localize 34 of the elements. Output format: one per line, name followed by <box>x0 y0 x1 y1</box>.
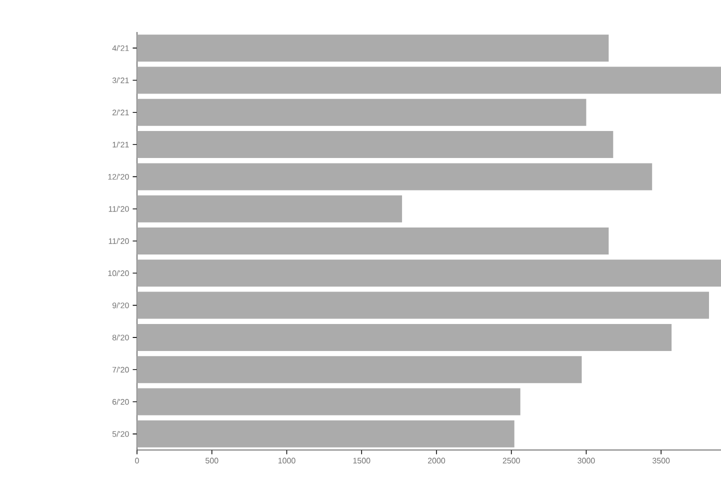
bar <box>137 34 609 62</box>
bar <box>137 195 402 222</box>
bar <box>137 163 652 190</box>
bar <box>137 356 582 384</box>
bar <box>137 420 514 448</box>
bar <box>137 131 614 158</box>
y-tick-label: 9/'20 <box>112 302 129 308</box>
bar <box>137 98 586 126</box>
x-tick-label: 1500 <box>353 458 370 464</box>
bar <box>137 292 710 319</box>
y-tick-label: 12/'20 <box>108 174 129 180</box>
bar <box>137 324 672 351</box>
bar <box>137 66 721 94</box>
x-tick-label: 2500 <box>502 458 520 464</box>
y-tick-label: 11/'20 <box>108 206 129 212</box>
y-tick-label: 2/'21 <box>112 109 129 116</box>
y-tick-label: 3/'21 <box>112 77 129 84</box>
bar <box>137 260 721 287</box>
x-tick-label: 1000 <box>278 458 296 464</box>
y-tick-label: 11/'20 <box>108 238 129 244</box>
x-tick-label: 3000 <box>578 458 595 464</box>
x-tick-label: 2000 <box>428 458 446 464</box>
y-tick-label: 4/'21 <box>112 45 129 52</box>
y-tick-label: 7/'20 <box>112 366 129 373</box>
x-tick-label: 3500 <box>652 458 670 464</box>
y-tick-label: 1/'21 <box>112 142 129 148</box>
bar <box>137 388 520 416</box>
y-tick-label: 5/'20 <box>112 430 129 437</box>
x-tick-label: 0 <box>135 458 139 464</box>
y-tick-label: 6/'20 <box>112 398 129 405</box>
y-tick-label: 8/'20 <box>112 334 129 340</box>
y-tick-label: 10/'20 <box>108 270 129 276</box>
bar <box>137 227 609 254</box>
x-tick-label: 500 <box>206 458 218 464</box>
